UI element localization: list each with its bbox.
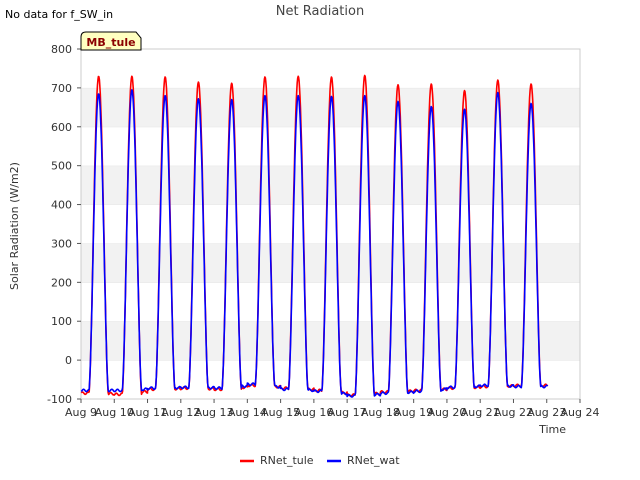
site-badge-label: MB_tule	[86, 36, 135, 49]
x-tick-label: Aug 18	[361, 406, 400, 419]
x-tick-label: Aug 9	[65, 406, 97, 419]
y-tick-label: 500	[51, 160, 72, 173]
plot-frame	[80, 48, 581, 400]
grid-band	[81, 165, 580, 205]
chart-title: Net Radiation	[276, 4, 364, 19]
x-tick-label: Aug 23	[527, 406, 566, 419]
x-tick-label: Aug 17	[328, 406, 367, 419]
y-tick-label: 800	[51, 43, 72, 56]
x-tick-label: Aug 15	[261, 406, 300, 419]
x-tick-label: Aug 11	[128, 406, 167, 419]
x-tick-label: Aug 12	[161, 406, 200, 419]
x-tick-label: Aug 13	[195, 406, 234, 419]
legend-label-rnet-wat: RNet_wat	[347, 454, 400, 467]
legend: RNet_tule RNet_wat	[240, 454, 400, 467]
x-tick-label: Aug 14	[228, 406, 267, 419]
grid-band	[81, 243, 580, 283]
y-tick-label: 100	[51, 315, 72, 328]
x-tick-label: Aug 10	[95, 406, 134, 419]
y-tick-label: 600	[51, 121, 72, 134]
x-tick-label: Aug 16	[294, 406, 333, 419]
grid-band	[81, 204, 580, 244]
x-tick-label: Aug 19	[394, 406, 433, 419]
y-axis-label: Solar Radiation (W/m2)	[8, 162, 21, 290]
series-group	[80, 74, 549, 398]
site-badge-shape	[80, 31, 142, 51]
y-tick-label: 200	[51, 276, 72, 289]
y-tick-label: 0	[65, 354, 72, 367]
no-data-note: No data for f_SW_in	[5, 8, 113, 21]
grid-band	[81, 360, 580, 399]
grid-band	[81, 126, 580, 166]
y-tick-label: -100	[47, 393, 72, 406]
series-line-rnet-wat	[80, 89, 549, 398]
y-tick-label: 700	[51, 82, 72, 95]
grid-band	[81, 321, 580, 361]
x-axis-label: Time	[538, 423, 566, 436]
site-badge: MB_tule	[80, 31, 142, 51]
x-tick-label: Aug 22	[494, 406, 533, 419]
legend-label-rnet-tule: RNet_tule	[260, 454, 314, 467]
y-axis-ticks: -100 0 100 200 300 400 500 600 700 800	[47, 43, 81, 406]
x-tick-label: Aug 24	[561, 406, 600, 419]
grid-band	[81, 282, 580, 322]
x-tick-label: Aug 21	[461, 406, 500, 419]
x-tick-label: Aug 20	[427, 406, 466, 419]
y-tick-label: 400	[51, 199, 72, 212]
y-tick-label: 300	[51, 237, 72, 250]
